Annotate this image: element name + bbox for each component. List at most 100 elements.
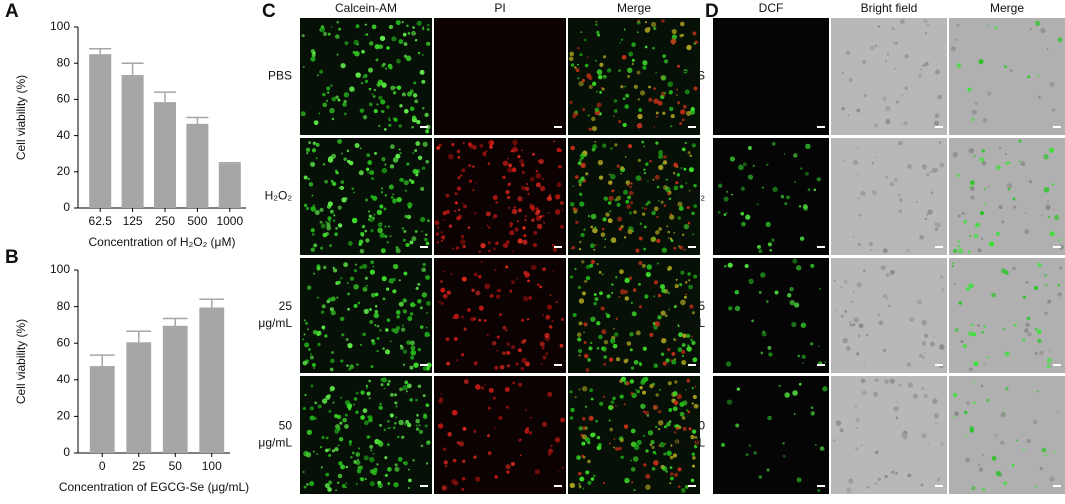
- cell: [325, 436, 329, 440]
- cell: [982, 488, 986, 491]
- cell: [580, 162, 586, 169]
- cell: [489, 294, 494, 298]
- cell: [575, 220, 579, 225]
- cell: [541, 177, 544, 180]
- cell: [691, 402, 694, 405]
- cell: [653, 26, 657, 31]
- cell: [360, 390, 365, 395]
- cell: [994, 25, 999, 30]
- cell: [581, 260, 585, 264]
- cell: [380, 82, 385, 86]
- cell: [320, 223, 326, 229]
- cell: [452, 247, 454, 250]
- cell: [906, 248, 910, 252]
- cell: [683, 295, 687, 299]
- cell: [442, 447, 447, 451]
- cell: [642, 65, 647, 70]
- cell: [379, 232, 385, 238]
- cell: [387, 467, 392, 472]
- cell: [693, 86, 698, 91]
- cell: [673, 358, 677, 361]
- column-header: Merge: [617, 1, 651, 15]
- cell: [370, 229, 374, 233]
- cell: [970, 186, 975, 191]
- cell: [421, 79, 426, 84]
- cell: [760, 351, 764, 355]
- cell: [927, 209, 933, 215]
- cell: [577, 46, 580, 50]
- cell: [388, 184, 394, 190]
- row-label: μg/mL: [671, 436, 705, 450]
- cell: [584, 279, 588, 283]
- cell: [407, 487, 410, 489]
- cell: [365, 384, 368, 387]
- cell: [372, 453, 375, 455]
- cell: [752, 164, 755, 167]
- cell: [882, 348, 887, 353]
- cell: [358, 447, 361, 450]
- cell: [355, 410, 359, 414]
- cell: [673, 162, 678, 168]
- cell: [401, 227, 405, 230]
- cell: [953, 416, 956, 419]
- cell: [522, 295, 529, 302]
- cell: [973, 361, 979, 367]
- cell: [649, 443, 653, 447]
- cell: [570, 407, 575, 413]
- y-tick-label: 80: [57, 299, 71, 313]
- cell: [918, 353, 923, 358]
- cell: [585, 405, 588, 408]
- cell: [329, 389, 332, 392]
- cell: [934, 227, 939, 231]
- cell: [461, 459, 466, 464]
- cell: [756, 244, 761, 249]
- cell: [796, 477, 802, 483]
- cell: [340, 396, 343, 399]
- cell: [442, 218, 445, 221]
- cell: [836, 309, 838, 312]
- cell: [366, 391, 371, 396]
- cell: [994, 433, 998, 437]
- cell: [410, 302, 416, 308]
- cell: [623, 359, 628, 364]
- cell: [384, 456, 388, 460]
- cell: [1014, 323, 1017, 327]
- cell: [616, 202, 621, 207]
- cell: [407, 32, 411, 35]
- cell: [526, 183, 529, 185]
- cell: [932, 398, 938, 404]
- cell: [364, 229, 368, 233]
- cell: [596, 90, 598, 93]
- cell: [348, 442, 352, 446]
- cell: [805, 143, 811, 150]
- cell: [387, 443, 390, 446]
- cell: [365, 167, 370, 172]
- cell: [309, 161, 316, 167]
- y-tick-label: 40: [57, 128, 71, 142]
- cell: [355, 483, 358, 486]
- cell: [347, 307, 350, 311]
- cell: [952, 262, 955, 265]
- cell: [620, 166, 625, 171]
- cell: [671, 351, 676, 356]
- cell: [324, 179, 328, 184]
- cell: [673, 400, 679, 406]
- cell: [585, 368, 590, 372]
- cell: [657, 293, 662, 298]
- cell: [578, 354, 581, 357]
- cell: [644, 21, 647, 24]
- cell: [967, 87, 972, 92]
- cell: [636, 389, 641, 394]
- cell: [404, 189, 407, 192]
- cell: [668, 420, 672, 423]
- cell: [1003, 64, 1008, 69]
- cell: [623, 403, 626, 406]
- cell: [924, 61, 929, 67]
- cell: [426, 362, 432, 368]
- cell: [384, 473, 388, 477]
- cell: [632, 230, 634, 232]
- cell: [824, 361, 827, 364]
- cell: [457, 156, 461, 159]
- cell: [742, 162, 747, 167]
